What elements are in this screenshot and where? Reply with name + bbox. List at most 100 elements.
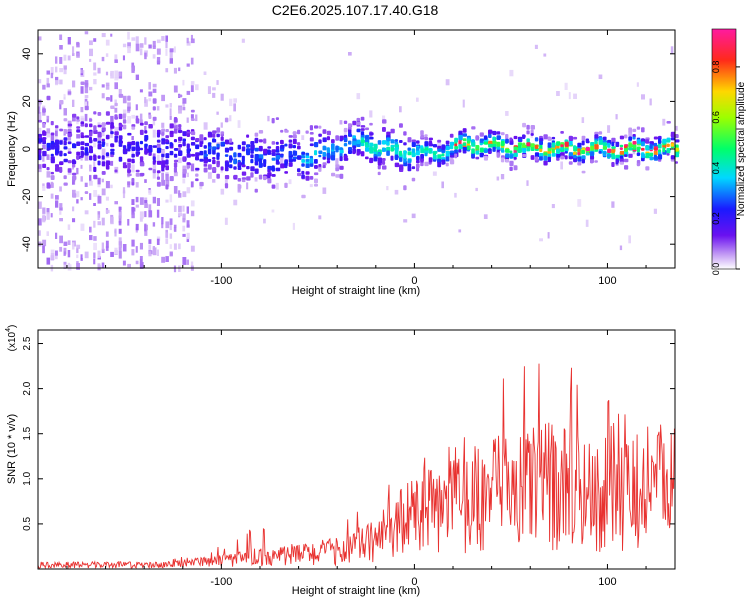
heatmap-cell <box>641 147 645 151</box>
heatmap-cell <box>195 178 199 182</box>
heatmap-cell <box>110 160 114 166</box>
heatmap-cell <box>602 142 608 146</box>
heatmap-cell <box>454 192 457 198</box>
heatmap-cell <box>38 119 42 123</box>
heatmap-cell <box>335 158 339 166</box>
heatmap-cell <box>110 105 115 109</box>
heatmap-cell <box>220 93 224 101</box>
heatmap-cell <box>190 118 195 121</box>
heatmap-cell <box>522 122 526 128</box>
heatmap-cell <box>305 163 310 168</box>
heatmap-cell <box>173 148 179 151</box>
heatmap-cell <box>564 139 568 142</box>
heatmap-cell <box>539 153 544 157</box>
heatmap-cell <box>114 127 119 133</box>
heatmap-cell <box>178 107 182 114</box>
heatmap-cell <box>258 174 263 180</box>
heatmap-cell <box>165 256 169 262</box>
heatmap-cell <box>199 150 204 156</box>
x-tick-label: 0 <box>411 576 417 588</box>
heatmap-cell <box>585 152 590 156</box>
heatmap-cell <box>513 152 517 157</box>
heatmap-cell <box>411 148 416 153</box>
heatmap-cell <box>271 174 276 177</box>
heatmap-cell <box>63 118 68 122</box>
heatmap-cell <box>114 102 118 107</box>
heatmap-cell <box>590 142 595 147</box>
heatmap-cell <box>449 152 455 156</box>
heatmap-cell <box>611 149 615 154</box>
y-tick-label: -20 <box>21 189 33 205</box>
heatmap-cell <box>93 125 97 131</box>
heatmap-cell <box>658 149 662 152</box>
heatmap-cell <box>411 213 416 219</box>
heatmap-cell <box>38 230 41 236</box>
heatmap-cell <box>343 157 349 161</box>
heatmap-cell <box>212 146 217 151</box>
heatmap-cell <box>488 129 492 133</box>
heatmap-cell <box>645 166 650 171</box>
heatmap-cell <box>224 161 230 168</box>
heatmap-cell <box>348 123 352 128</box>
heatmap-cell <box>394 189 399 195</box>
heatmap-cell <box>254 177 258 182</box>
heatmap-cell <box>212 92 216 98</box>
heatmap-cell <box>267 115 270 122</box>
heatmap-cell <box>241 146 246 152</box>
heatmap-cell <box>169 58 173 64</box>
heatmap-cell <box>118 206 121 212</box>
heatmap-cell <box>258 145 263 152</box>
heatmap-cell <box>152 145 158 148</box>
heatmap-cell <box>581 155 586 160</box>
heatmap-cell <box>416 159 420 164</box>
heatmap-cell <box>72 116 76 122</box>
heatmap-cell <box>152 196 156 204</box>
heatmap-cell <box>118 93 124 98</box>
heatmap-cell <box>131 140 136 146</box>
heatmap-cell <box>93 72 97 76</box>
heatmap-cell <box>59 235 63 244</box>
heatmap-cell <box>105 240 109 248</box>
heatmap-cell <box>488 143 493 148</box>
heatmap-cell <box>46 115 50 120</box>
heatmap-cell <box>144 52 147 60</box>
heatmap-cell <box>543 134 548 140</box>
heatmap-cell <box>271 118 275 124</box>
snr-panel: -100 0 100 0.5 1.0 1.5 2.0 2.5 Height of straig… <box>5 325 676 597</box>
heatmap-cell <box>101 188 106 196</box>
spectrogram-cells <box>38 31 680 273</box>
heatmap-cell <box>424 141 429 147</box>
heatmap-cell <box>462 142 467 146</box>
heatmap-cell <box>59 218 63 222</box>
heatmap-cell <box>237 184 242 189</box>
heatmap-cell <box>55 166 60 172</box>
heatmap-cell <box>301 135 305 140</box>
heatmap-cell <box>212 130 217 134</box>
heatmap-cell <box>161 128 165 132</box>
heatmap-cell <box>382 140 386 145</box>
heatmap-cell <box>156 176 160 180</box>
heatmap-cell <box>84 101 87 108</box>
heatmap-cell <box>611 141 615 147</box>
heatmap-cell <box>144 200 148 204</box>
heatmap-cell <box>263 175 267 181</box>
heatmap-cell <box>156 181 161 187</box>
heatmap-cell <box>63 251 66 256</box>
heatmap-cell <box>594 134 599 139</box>
heatmap-cell <box>80 164 83 169</box>
heatmap-cell <box>101 148 106 156</box>
heatmap-cell <box>445 162 449 167</box>
heatmap-cell <box>263 163 267 167</box>
heatmap-cell <box>658 143 662 149</box>
heatmap-cell <box>165 135 169 139</box>
heatmap-cell <box>178 265 181 272</box>
heatmap-cell <box>658 154 663 160</box>
heatmap-cell <box>72 46 75 54</box>
heatmap-cell <box>97 195 102 204</box>
heatmap-cell <box>636 139 641 144</box>
colorbar-tick-label: 0.2 <box>711 212 721 225</box>
heatmap-cell <box>547 142 552 148</box>
heatmap-cell <box>254 161 259 166</box>
heatmap-cell <box>615 114 618 120</box>
heatmap-cell <box>297 142 301 146</box>
